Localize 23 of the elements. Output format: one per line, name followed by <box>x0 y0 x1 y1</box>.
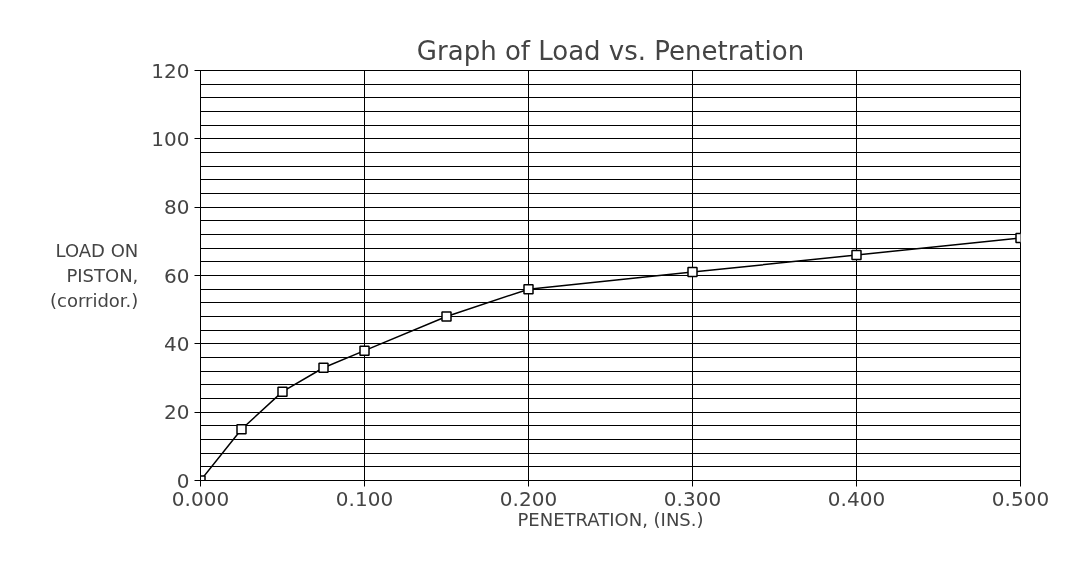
y-tick-label: 20 <box>164 400 190 425</box>
y-tick-label: 120 <box>151 58 190 83</box>
x-tick-label: 0.500 <box>991 486 1050 511</box>
y-tick-label: 40 <box>164 331 190 356</box>
point <box>236 424 247 435</box>
point <box>277 386 288 397</box>
point <box>441 311 452 322</box>
y-tick-label: 0 <box>176 468 190 493</box>
x-axis-title: PENETRATION, (INS.) <box>517 508 704 530</box>
point <box>687 266 698 278</box>
y-axis-title: LOAD ON PISTON, (corridor.) <box>49 239 139 312</box>
x-tick-label: 0.200 <box>499 486 558 511</box>
point <box>318 362 329 373</box>
point <box>851 249 862 261</box>
point <box>359 345 370 356</box>
point <box>523 283 534 295</box>
y-tick-label: 100 <box>151 126 190 151</box>
x-tick-label: 0.400 <box>827 486 886 511</box>
x-tick-label: 0.100 <box>335 486 394 511</box>
x-tick-label: 0.300 <box>663 486 722 511</box>
chart-title: Graph of Load vs. Penetration <box>416 35 805 66</box>
y-tick-label: 60 <box>164 263 190 288</box>
y-tick-label: 80 <box>164 195 190 220</box>
